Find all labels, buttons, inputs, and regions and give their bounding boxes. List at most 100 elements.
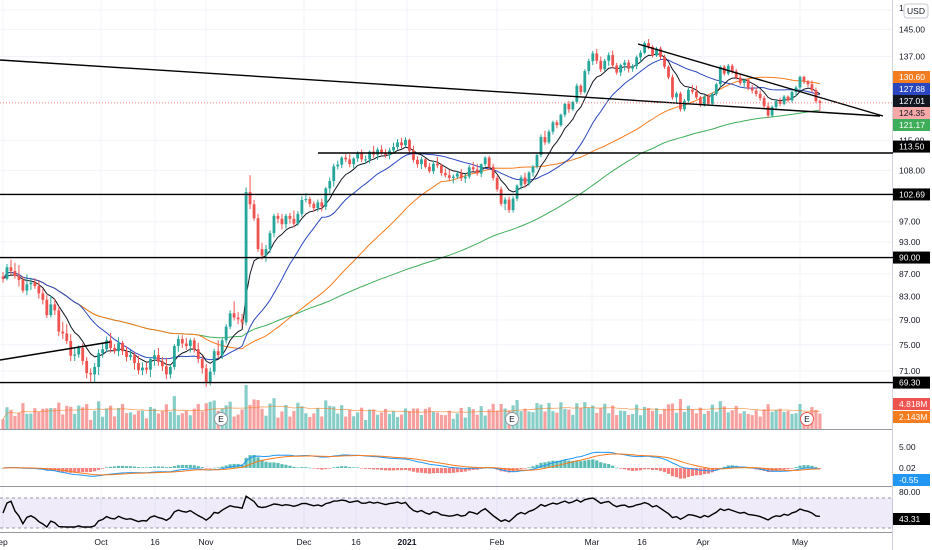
volume-bar bbox=[523, 408, 527, 429]
candle-body bbox=[300, 200, 304, 214]
price-tick-label: 145.00 bbox=[899, 24, 925, 34]
candle-body bbox=[204, 368, 208, 383]
macd-histogram-bar bbox=[682, 468, 687, 479]
price-tag-label: 127.01 bbox=[899, 96, 925, 106]
volume-bar bbox=[77, 405, 81, 429]
volume-bar bbox=[439, 414, 443, 429]
volume-bar bbox=[539, 404, 543, 429]
volume-bar bbox=[611, 405, 615, 429]
macd-histogram-bar bbox=[407, 468, 412, 471]
volume-bar bbox=[479, 406, 483, 429]
volume-bar bbox=[300, 406, 304, 429]
macd-histogram-bar bbox=[810, 465, 814, 468]
macd-histogram-bar bbox=[646, 468, 651, 470]
volume-bar bbox=[690, 409, 695, 429]
candle-body bbox=[137, 362, 140, 371]
volume-bar bbox=[208, 401, 212, 429]
candle-body bbox=[33, 282, 37, 287]
macd-histogram-bar bbox=[136, 467, 141, 468]
trendline-upper[interactable] bbox=[637, 43, 884, 117]
volume-bar bbox=[734, 405, 738, 429]
macd-histogram-bar bbox=[399, 468, 404, 471]
macd-histogram-bar bbox=[619, 468, 623, 469]
candle-body bbox=[679, 93, 682, 110]
candle-body bbox=[81, 347, 85, 361]
macd-histogram-bar bbox=[678, 468, 683, 479]
trendline-rising[interactable] bbox=[0, 341, 111, 361]
candle-body bbox=[583, 71, 587, 93]
candle-body bbox=[196, 349, 200, 360]
macd-histogram-bar bbox=[455, 468, 459, 473]
macd-histogram-bar bbox=[45, 468, 49, 471]
volume-bar bbox=[615, 415, 619, 429]
volume-bar bbox=[120, 404, 125, 429]
macd-histogram-bar bbox=[212, 467, 216, 469]
macd-histogram-bar bbox=[144, 467, 149, 468]
volume-bar bbox=[101, 416, 105, 429]
price-tick-label: 108.00 bbox=[899, 165, 925, 175]
volume-bar bbox=[132, 414, 137, 429]
volume-bar bbox=[623, 410, 627, 429]
volume-bar bbox=[794, 413, 798, 429]
volume-bar bbox=[320, 416, 324, 429]
volume-tag-label: 4.818M bbox=[899, 399, 927, 409]
candle-body bbox=[348, 159, 352, 165]
candle-body bbox=[786, 96, 790, 101]
candle-body bbox=[296, 213, 300, 224]
candle-body bbox=[659, 48, 662, 57]
candle-body bbox=[117, 342, 120, 352]
volume-bar bbox=[375, 414, 380, 429]
macd-histogram-bar bbox=[312, 468, 316, 469]
rsi-tick-label: 80.00 bbox=[899, 487, 921, 497]
volume-bar bbox=[180, 413, 184, 429]
candle-body bbox=[746, 79, 750, 89]
candle-body bbox=[443, 173, 447, 176]
macd-histogram-bar bbox=[240, 464, 244, 468]
macd-histogram-bar bbox=[1, 468, 5, 469]
candle-body bbox=[57, 310, 61, 332]
volume-bar bbox=[93, 410, 97, 429]
trendline-long[interactable] bbox=[0, 59, 881, 117]
volume-bar bbox=[232, 416, 236, 429]
volume-bar bbox=[818, 413, 822, 429]
candle-body bbox=[535, 155, 539, 167]
currency-badge[interactable]: USD bbox=[903, 3, 929, 19]
candle-body bbox=[623, 62, 627, 66]
volume-bar bbox=[774, 410, 778, 429]
volume-tag bbox=[893, 398, 930, 410]
time-tick-label: Dec bbox=[296, 537, 312, 547]
volume-bar bbox=[607, 413, 611, 429]
candle-body bbox=[539, 136, 543, 156]
candle-body bbox=[149, 359, 152, 370]
candle-body bbox=[216, 351, 220, 356]
volume-bar bbox=[762, 409, 766, 429]
candle-body bbox=[105, 340, 109, 350]
macd-histogram-bar bbox=[368, 468, 372, 469]
candle-body bbox=[121, 342, 124, 352]
candle-body bbox=[129, 355, 132, 358]
candle-body bbox=[427, 166, 431, 172]
candle-body bbox=[5, 267, 9, 279]
macd-histogram-bar bbox=[419, 468, 424, 473]
volume-bar bbox=[304, 413, 308, 429]
candle-body bbox=[667, 66, 670, 78]
macd-histogram-bar bbox=[415, 468, 420, 473]
macd-histogram-bar bbox=[710, 468, 714, 473]
candle-body bbox=[109, 340, 112, 348]
volume-bar bbox=[57, 402, 61, 429]
volume-bar bbox=[316, 408, 320, 429]
volume-bar bbox=[451, 418, 455, 429]
level-tag-label: 90.00 bbox=[899, 253, 921, 263]
candle-body bbox=[172, 346, 176, 367]
volume-bar bbox=[45, 408, 49, 429]
macd-histogram-bar bbox=[583, 460, 587, 468]
price-tick-label: 137.00 bbox=[899, 52, 925, 62]
candle-body bbox=[77, 347, 81, 355]
macd-histogram-bar bbox=[196, 466, 200, 468]
macd-histogram-bar bbox=[252, 454, 256, 468]
candle-body bbox=[471, 167, 475, 170]
price-tag-label: 124.35 bbox=[899, 108, 925, 118]
volume-bar bbox=[814, 409, 818, 429]
trendlines[interactable] bbox=[0, 43, 893, 361]
